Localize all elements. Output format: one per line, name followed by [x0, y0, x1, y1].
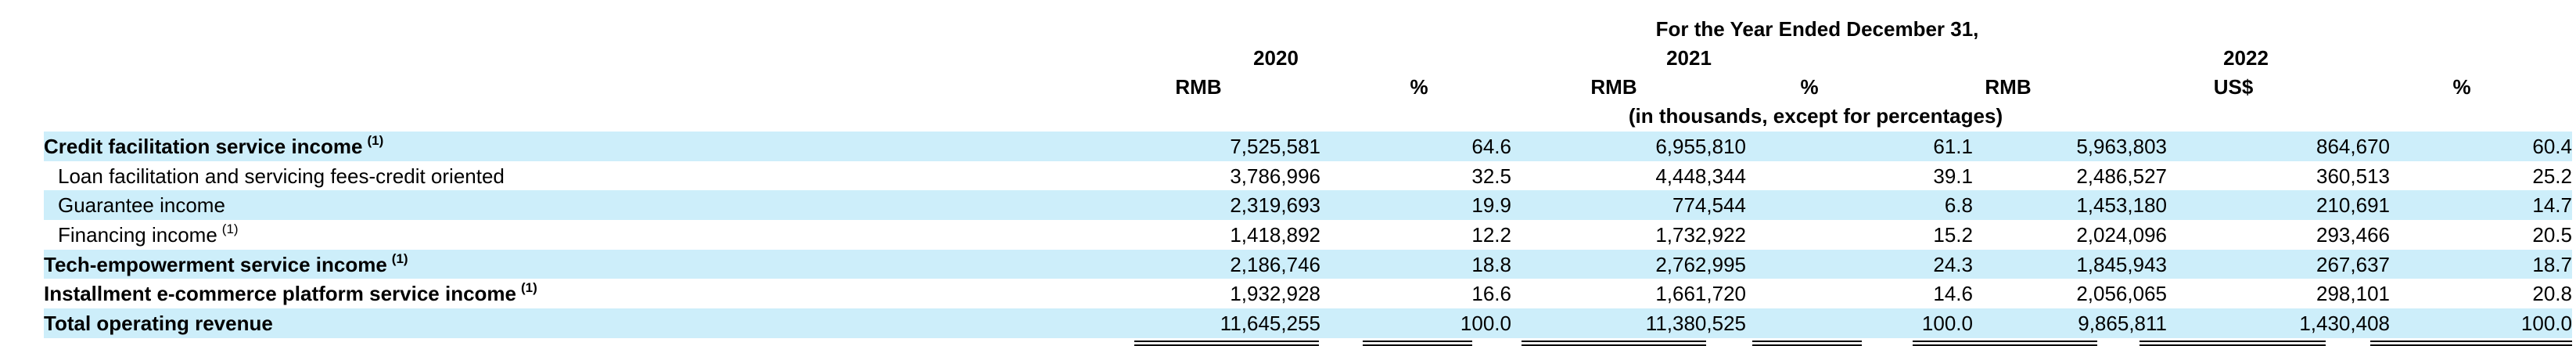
row-label-cell: Tech-empowerment service income (1) [44, 249, 1053, 279]
cell-pct-2020: 100.0 [1320, 308, 1511, 338]
cell-pct-2020: 16.6 [1471, 282, 1511, 306]
cell-pct-2020: 12.2 [1471, 222, 1511, 247]
row-label: Loan facilitation and servicing fees-cre… [58, 164, 505, 188]
row-label: Tech-empowerment service income [44, 252, 387, 276]
row-label: Financing income [58, 222, 217, 247]
column-header-rmb-2020: RMB [1175, 75, 1222, 99]
column-header-rmb-2021: RMB [1590, 75, 1637, 99]
column-header-pct-2020: % [1410, 75, 1428, 99]
column-header-usd-2022: US$ [2213, 75, 2254, 99]
row-label-cell: Installment e-commerce platform service … [44, 279, 1053, 308]
cell-usd-2022: 1,430,408 [2167, 308, 2390, 338]
year-2020: 2020 [1253, 46, 1299, 70]
total-underline-pct-2022 [2370, 341, 2572, 346]
cell-rmb-2020: 1,418,892 [1230, 222, 1320, 247]
cell-pct-2022: 20.8 [2532, 282, 2572, 306]
table-body: Credit facilitation service income (1) 7,5… [44, 132, 2572, 338]
cell-pct-2022: 60.4 [2390, 132, 2572, 161]
total-underline-rmb-2021 [1522, 341, 1706, 346]
total-underline-pct-2021 [1752, 341, 1862, 346]
cell-pct-2022: 20.5 [2532, 222, 2572, 247]
cell-usd-2022: 293,466 [2316, 222, 2390, 247]
column-header-pct-2022: % [2452, 75, 2471, 99]
table-row: Tech-empowerment service income (1) 2,186,… [44, 249, 2572, 279]
table-row: Financing income (1) 1,418,892 12.2 1,732,92… [44, 220, 2572, 250]
cell-rmb-2021: 2,762,995 [1511, 249, 1746, 279]
cell-pct-2021: 6.8 [1746, 190, 1973, 221]
total-underline-usd-2022 [2139, 341, 2326, 346]
cell-pct-2022: 14.7 [2390, 190, 2572, 221]
cell-usd-2022: 267,637 [2167, 249, 2390, 279]
footnote-marker: (1) [367, 132, 384, 148]
row-label-cell: Loan facilitation and servicing fees-cre… [44, 161, 1053, 191]
table-row: Credit facilitation service income (1) 7,5… [44, 132, 2572, 161]
row-label-cell: Financing income (1) [44, 220, 1053, 250]
total-underline-pct-2020 [1363, 341, 1472, 346]
cell-usd-2022: 360,513 [2316, 164, 2390, 188]
row-label: Total operating revenue [44, 311, 273, 335]
cell-rmb-2022: 1,845,943 [1973, 249, 2167, 279]
cell-pct-2020: 32.5 [1471, 164, 1511, 188]
cell-rmb-2022: 2,486,527 [2076, 164, 2167, 188]
column-header-rmb-2022: RMB [1985, 75, 2032, 99]
cell-rmb-2022: 2,024,096 [2076, 222, 2167, 247]
cell-pct-2022: 25.2 [2532, 164, 2572, 188]
cell-rmb-2021: 4,448,344 [1655, 164, 1746, 188]
units-note: (in thousands, except for percentages) [1628, 104, 2003, 128]
cell-rmb-2020: 11,645,255 [1053, 308, 1320, 338]
cell-pct-2021: 39.1 [1933, 164, 1973, 188]
year-2021: 2021 [1666, 46, 1712, 70]
column-header-pct-2021: % [1800, 75, 1819, 99]
cell-rmb-2020: 2,319,693 [1053, 190, 1320, 221]
revenue-table: Credit facilitation service income (1) 7,5… [44, 132, 2572, 338]
cell-pct-2022: 100.0 [2390, 308, 2572, 338]
cell-pct-2020: 19.9 [1320, 190, 1511, 221]
cell-pct-2020: 18.8 [1320, 249, 1511, 279]
cell-rmb-2022: 2,056,065 [2076, 282, 2167, 306]
cell-pct-2021: 14.6 [1933, 282, 1973, 306]
cell-rmb-2020: 2,186,746 [1053, 249, 1320, 279]
cell-usd-2022: 864,670 [2167, 132, 2390, 161]
cell-rmb-2021: 11,380,525 [1511, 308, 1746, 338]
cell-rmb-2021: 1,732,922 [1655, 222, 1746, 247]
year-2022: 2022 [2223, 46, 2269, 70]
table-row: Installment e-commerce platform service … [44, 279, 2572, 308]
cell-rmb-2022: 9,865,811 [1973, 308, 2167, 338]
cell-rmb-2021: 1,661,720 [1655, 282, 1746, 306]
row-label-cell: Credit facilitation service income (1) [44, 132, 1053, 161]
footnote-marker: (1) [521, 280, 537, 296]
table-row: Guarantee income 2,319,693 19.9 774,544 6.8 1… [44, 190, 2572, 221]
cell-usd-2022: 298,101 [2316, 282, 2390, 306]
total-underline-rmb-2020 [1134, 341, 1319, 346]
footnote-marker: (1) [221, 221, 239, 236]
table-row: Total operating revenue 11,645,255 100.0 11… [44, 308, 2572, 338]
total-underline-rmb-2022 [1913, 341, 2097, 346]
cell-pct-2021: 61.1 [1746, 132, 1973, 161]
cell-pct-2021: 15.2 [1933, 222, 1973, 247]
cell-pct-2020: 64.6 [1320, 132, 1511, 161]
row-label-cell: Total operating revenue [44, 308, 1053, 338]
row-label: Guarantee income [58, 193, 225, 218]
cell-rmb-2022: 5,963,803 [1973, 132, 2167, 161]
cell-pct-2022: 18.7 [2390, 249, 2572, 279]
row-label: Credit facilitation service income [44, 134, 363, 158]
row-label-cell: Guarantee income [44, 190, 1053, 221]
cell-usd-2022: 210,691 [2167, 190, 2390, 221]
footnote-marker: (1) [391, 250, 408, 266]
cell-pct-2021: 100.0 [1746, 308, 1973, 338]
cell-rmb-2021: 6,955,810 [1511, 132, 1746, 161]
cell-rmb-2020: 7,525,581 [1053, 132, 1320, 161]
row-label: Installment e-commerce platform service … [44, 282, 517, 306]
cell-rmb-2021: 774,544 [1511, 190, 1746, 221]
cell-rmb-2020: 3,786,996 [1230, 164, 1320, 188]
cell-rmb-2022: 1,453,180 [1973, 190, 2167, 221]
cell-rmb-2020: 1,932,928 [1230, 282, 1320, 306]
cell-pct-2021: 24.3 [1746, 249, 1973, 279]
table-row: Loan facilitation and servicing fees-cre… [44, 161, 2572, 191]
period-title: For the Year Ended December 31, [1655, 17, 1979, 41]
